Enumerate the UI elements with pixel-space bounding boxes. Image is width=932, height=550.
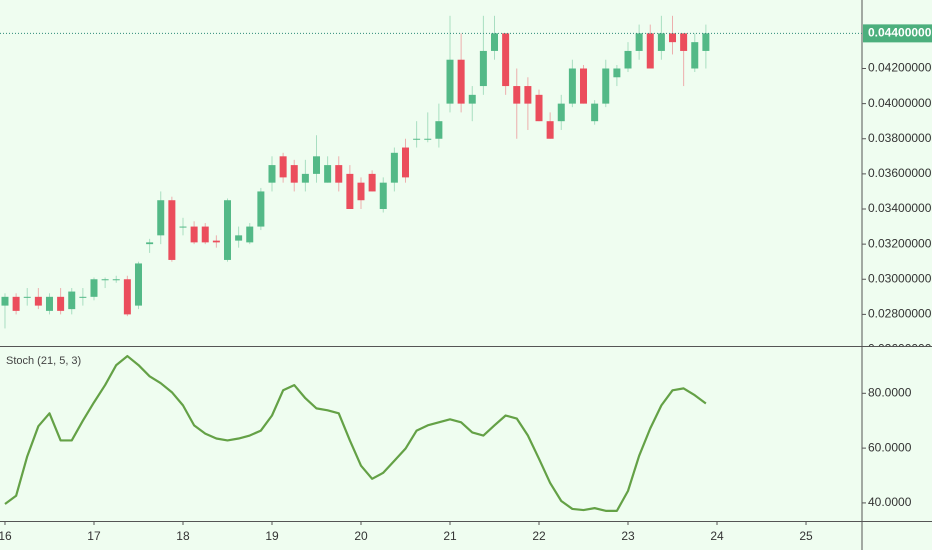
candle-body (635, 33, 643, 51)
candle-body (179, 226, 187, 228)
candle-body (324, 165, 332, 183)
candle-body (79, 296, 87, 298)
candle-body (90, 279, 98, 297)
candle-body (279, 156, 287, 178)
candle-body (290, 165, 298, 183)
candle-body (257, 191, 265, 227)
candle-body (357, 182, 365, 201)
y-tick-label: 0.02600000 (868, 342, 932, 356)
x-tick-label: 19 (265, 529, 279, 543)
candle-body (657, 33, 665, 51)
y-tick-label: 0.04200000 (868, 61, 932, 75)
candle-body (146, 242, 154, 245)
candle-body (312, 156, 320, 174)
x-tick-label: 22 (532, 529, 546, 543)
candle-body (502, 33, 510, 87)
last-price-box (863, 24, 932, 43)
candle-body (134, 263, 142, 306)
y-tick-label: 0.02800000 (868, 307, 932, 321)
y-tick-label: 0.03400000 (868, 201, 932, 215)
candle-body (12, 296, 20, 311)
stoch-panel: Stoch (21, 5, 3) (4, 354, 707, 512)
x-tick-label: 21 (443, 529, 457, 543)
y-tick-label: 0.03800000 (868, 131, 932, 145)
candle-body (390, 152, 398, 183)
x-tick-label: 16 (0, 529, 12, 543)
y-tick-label: 0.04000000 (868, 96, 932, 110)
x-tick-label: 25 (799, 529, 813, 543)
candle-body (235, 235, 243, 241)
price-axis: 0.02600000 0.02800000 0.03000000 0.03200000… (862, 24, 932, 356)
y-tick-label: 60.0000 (868, 440, 912, 454)
candle-body (557, 103, 565, 122)
candle-body (379, 182, 387, 210)
candle-body (157, 200, 165, 236)
candle-body (457, 59, 465, 104)
stoch-line (4, 354, 707, 512)
candle-body (702, 33, 710, 51)
candle-body (513, 86, 521, 104)
candle-body (491, 33, 499, 51)
x-tick-label: 20 (354, 529, 368, 543)
candle-body (646, 33, 654, 69)
candle-body (591, 103, 599, 122)
candle-body (580, 68, 588, 104)
candle-body (212, 240, 220, 243)
candle-body (524, 86, 532, 104)
candle-body (613, 68, 621, 78)
candle-body (468, 94, 476, 104)
y-tick-label: 0.03000000 (868, 271, 932, 285)
candle-body (669, 33, 677, 43)
candle-body (168, 200, 176, 260)
candle-body (435, 121, 443, 139)
y-tick-label: 0.03200000 (868, 236, 932, 250)
candle-body (446, 59, 454, 104)
price-panel (0, 15, 862, 329)
y-tick-label: 0.03600000 (868, 166, 932, 180)
candle-body (23, 296, 31, 298)
y-tick-label: 80.0000 (868, 385, 912, 399)
x-tick-label: 18 (176, 529, 190, 543)
candle-body (624, 50, 632, 69)
stoch-axis: 40.0000 60.0000 80.0000 (862, 385, 912, 509)
candle-body (691, 42, 699, 69)
candle-body (45, 296, 53, 311)
candle-body (68, 291, 76, 310)
candle-body (424, 138, 432, 140)
candle-body (568, 68, 576, 104)
candle-body (34, 296, 42, 306)
candle-body (123, 279, 131, 315)
last-price-label: 0.04400000 (868, 26, 932, 40)
candle-body (546, 121, 554, 139)
time-axis: 16 17 18 19 20 21 22 23 24 25 (0, 521, 813, 543)
candle-body (346, 173, 354, 210)
candle-body (1, 296, 9, 306)
candle-body (57, 296, 65, 311)
indicator-legend: Stoch (21, 5, 3) (6, 355, 81, 367)
candle-body (201, 226, 209, 243)
candle-body (301, 173, 309, 183)
candle-body (335, 165, 343, 183)
candle-body (602, 68, 610, 104)
x-tick-label: 23 (621, 529, 635, 543)
candle-body (223, 200, 231, 260)
candle-body (402, 147, 410, 178)
candle-body (535, 94, 543, 122)
x-tick-label: 17 (87, 529, 101, 543)
candle-body (680, 33, 688, 51)
candle-body (268, 165, 276, 183)
candle-body (112, 279, 120, 281)
x-tick-label: 24 (710, 529, 724, 543)
y-tick-label: 40.0000 (868, 495, 912, 509)
candle-body (101, 279, 109, 281)
candle-body (479, 50, 487, 87)
candle-body (368, 173, 376, 192)
candle-body (413, 138, 421, 140)
candle-body (246, 226, 254, 243)
candle-body (190, 226, 198, 243)
